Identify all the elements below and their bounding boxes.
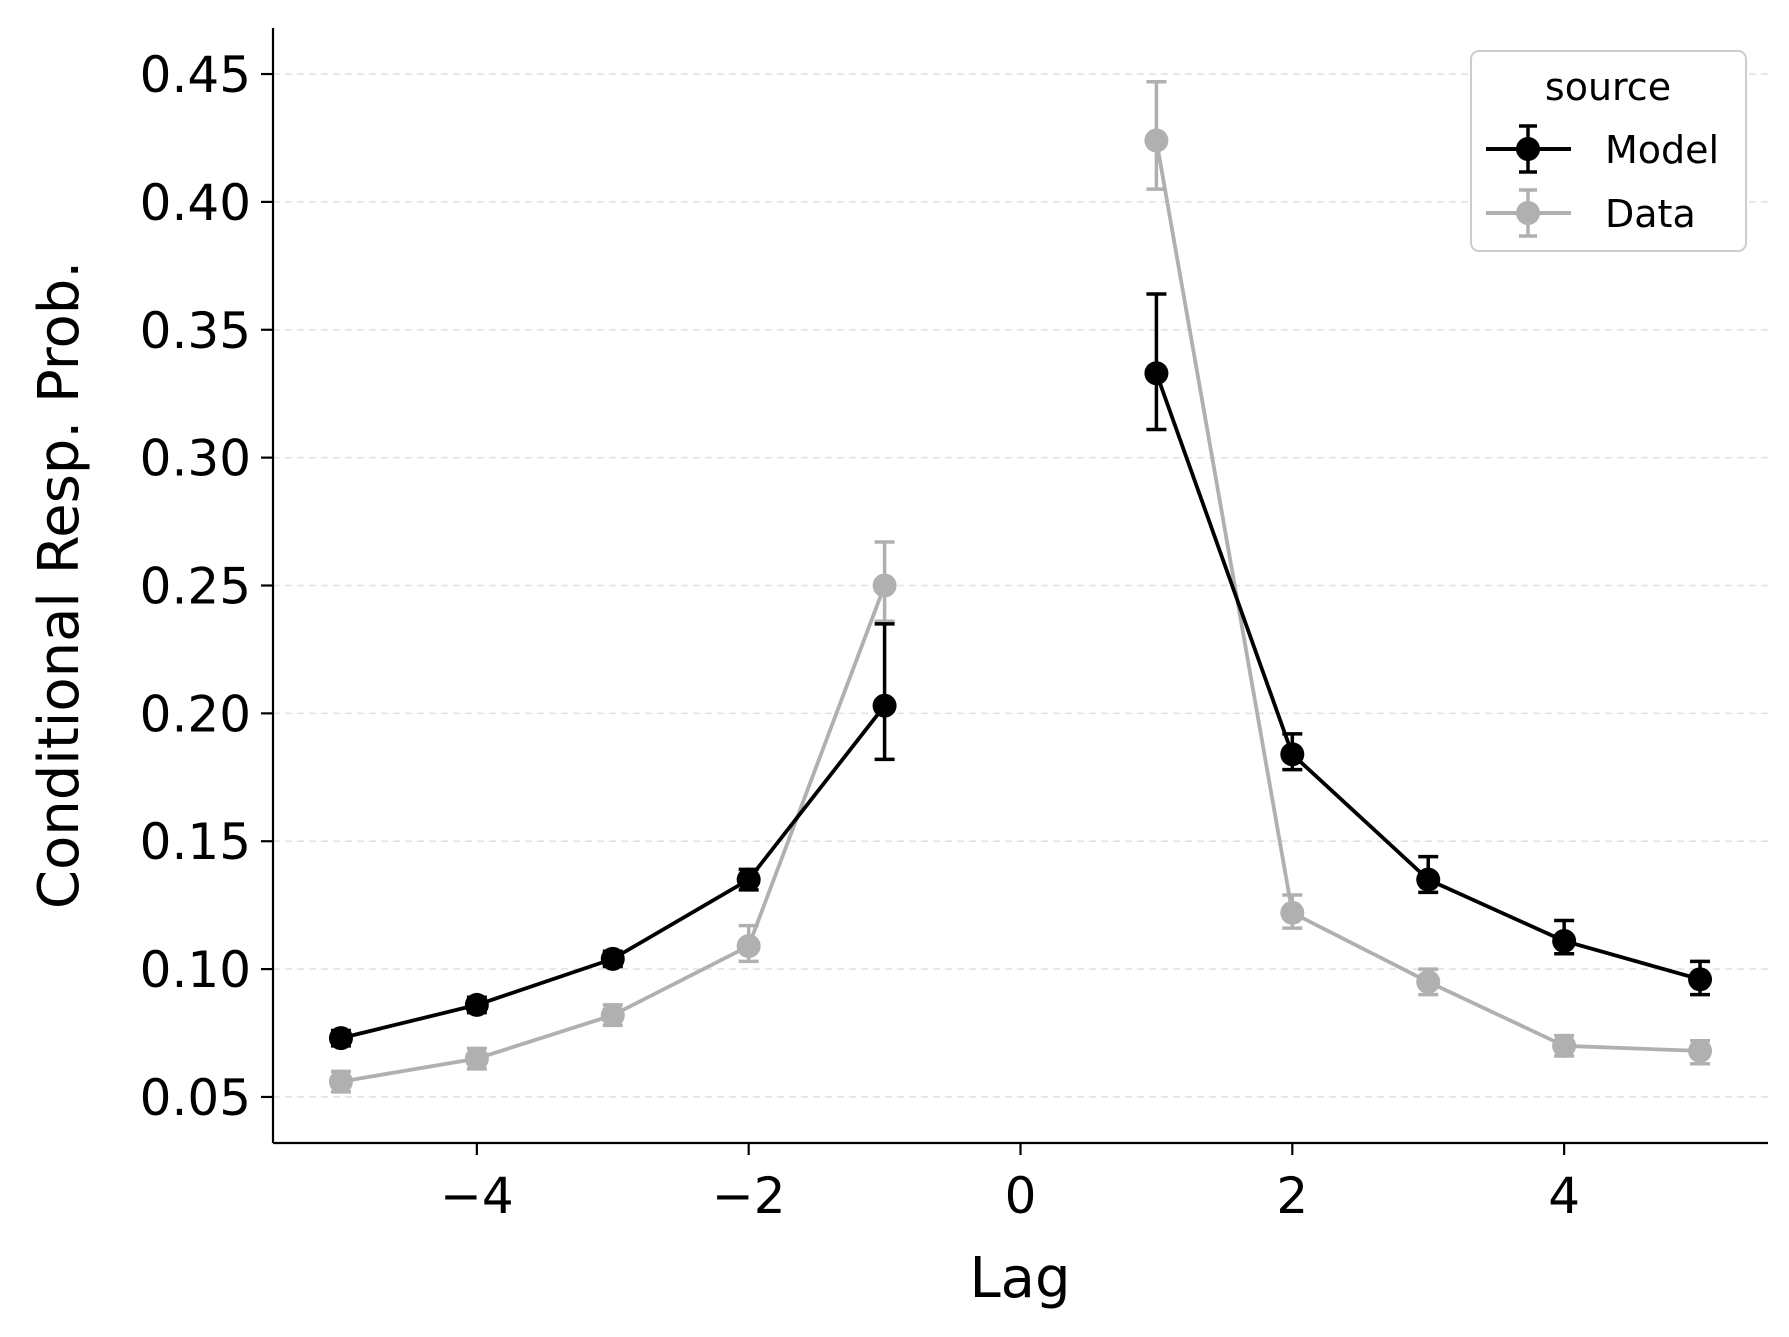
data-point-model <box>1144 361 1169 386</box>
legend-label-data: Data <box>1605 192 1696 236</box>
y-tick-label: 0.20 <box>140 685 251 743</box>
x-ticks: −4 −2 0 2 4 <box>440 1143 1580 1225</box>
data-point-model <box>464 992 489 1017</box>
data-point-model <box>600 946 625 971</box>
x-tick-label: −2 <box>712 1167 786 1225</box>
data-point-model <box>1688 967 1713 992</box>
data-point-model <box>736 867 761 892</box>
data-point-data <box>1144 128 1169 153</box>
data-point-data <box>328 1069 353 1094</box>
y-tick-label: 0.40 <box>140 174 251 232</box>
x-tick-label: 2 <box>1276 1167 1308 1225</box>
data-point-data <box>736 934 761 959</box>
legend-frame <box>1470 50 1747 252</box>
y-tick-label: 0.10 <box>140 941 251 999</box>
x-tick-label: −4 <box>440 1167 514 1225</box>
y-ticks: 0.05 0.10 0.15 0.20 0.25 0.30 0.35 0.40 0.45 <box>140 46 273 1127</box>
y-tick-label: 0.05 <box>140 1069 251 1127</box>
legend-label-model: Model <box>1605 128 1719 172</box>
data-point-data <box>1416 969 1441 994</box>
data-point-model <box>1416 867 1441 892</box>
y-tick-label: 0.30 <box>140 430 251 488</box>
legend-title: source <box>1545 65 1671 109</box>
data-point-data <box>464 1046 489 1071</box>
legend-entry-data: Data <box>1486 188 1696 238</box>
data-point-data <box>1688 1038 1713 1063</box>
series-data <box>328 79 1713 1094</box>
y-tick-label: 0.25 <box>140 558 251 616</box>
legend-entry-model: Model <box>1486 124 1719 174</box>
x-tick-label: 0 <box>1005 1167 1037 1225</box>
series-layer <box>328 79 1713 1094</box>
legend-data-marker <box>1516 201 1540 225</box>
y-tick-label: 0.45 <box>140 46 251 104</box>
x-axis-label: Lag <box>969 1246 1070 1311</box>
series-line-data <box>1154 140 1701 1053</box>
y-tick-label: 0.15 <box>140 813 251 871</box>
y-axis-label: Conditional Resp. Prob. <box>27 261 92 909</box>
x-tick-label: 4 <box>1548 1167 1580 1225</box>
data-point-data <box>1280 900 1305 925</box>
y-tick-label: 0.35 <box>140 302 251 360</box>
data-point-model <box>328 1026 353 1051</box>
data-point-data <box>600 1003 625 1028</box>
data-point-data <box>1552 1033 1577 1058</box>
grid-lines <box>273 73 1768 1098</box>
data-point-model <box>872 693 897 718</box>
data-point-model <box>1280 742 1305 767</box>
legend-model-marker <box>1516 137 1540 161</box>
series-model <box>328 292 1713 1051</box>
data-point-model <box>1552 928 1577 953</box>
legend: source Model Data <box>1470 50 1747 252</box>
series-line-model <box>340 704 887 1040</box>
data-point-data <box>872 573 897 598</box>
